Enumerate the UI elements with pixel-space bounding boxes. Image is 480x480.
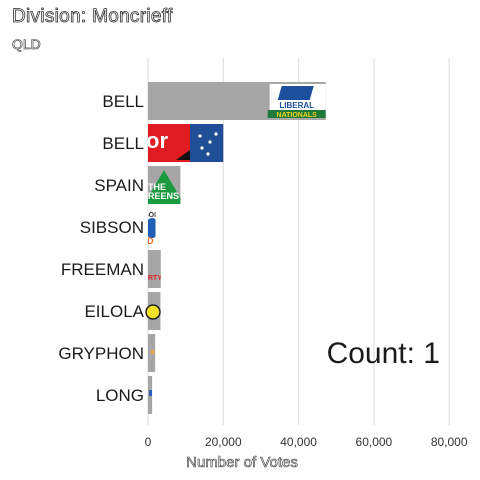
svg-text:LIBERAL: LIBERAL (279, 101, 314, 110)
liberal-national-logo: LIBERAL NATIONALS (267, 84, 326, 119)
category-label: EILOLA (84, 302, 144, 321)
svg-text:D N: D N (147, 236, 163, 246)
category-label: FREEMAN (61, 260, 144, 279)
chart-subtitle: QLD (12, 36, 41, 53)
x-tick-label: 20,000 (205, 435, 242, 449)
svg-text:RTY: RTY (148, 275, 162, 282)
bar (148, 250, 161, 288)
svg-text:NATIONALS: NATIONALS (277, 112, 318, 119)
svg-text:or: or (146, 128, 168, 153)
category-label: BELL (102, 92, 144, 111)
x-tick-labels: 0 20,000 40,000 60,000 80,000 (145, 435, 468, 449)
svg-text:REENS: REENS (148, 191, 179, 201)
party-logo-circle (145, 304, 161, 320)
svg-text:THE: THE (148, 182, 166, 192)
labor-logo: or (146, 124, 224, 162)
category-label: BELL (102, 134, 144, 153)
x-tick-label: 80,000 (431, 435, 468, 449)
one-nation-logo: SON'S D N (144, 208, 166, 246)
x-tick-label: 40,000 (280, 435, 317, 449)
x-tick-label: 0 (145, 435, 152, 449)
category-labels: BELL BELL SPAIN SIBSON FREEMAN EILOLA GRYPHON L… (58, 92, 144, 405)
category-label: SPAIN (94, 176, 144, 195)
party-logo-mark (149, 390, 152, 396)
x-tick-label: 60,000 (356, 435, 393, 449)
category-label: GRYPHON (58, 344, 144, 363)
party-logo-mark (151, 350, 154, 354)
chart-title: Division: Moncrieff (12, 6, 173, 28)
category-label: SIBSON (80, 218, 144, 237)
category-label: LONG (96, 386, 144, 405)
party-logo-small: RTY (148, 275, 162, 282)
svg-text:SON'S: SON'S (144, 212, 166, 219)
count-label: Count: 1 (327, 337, 440, 370)
x-axis-label: Number of Votes (186, 454, 298, 471)
